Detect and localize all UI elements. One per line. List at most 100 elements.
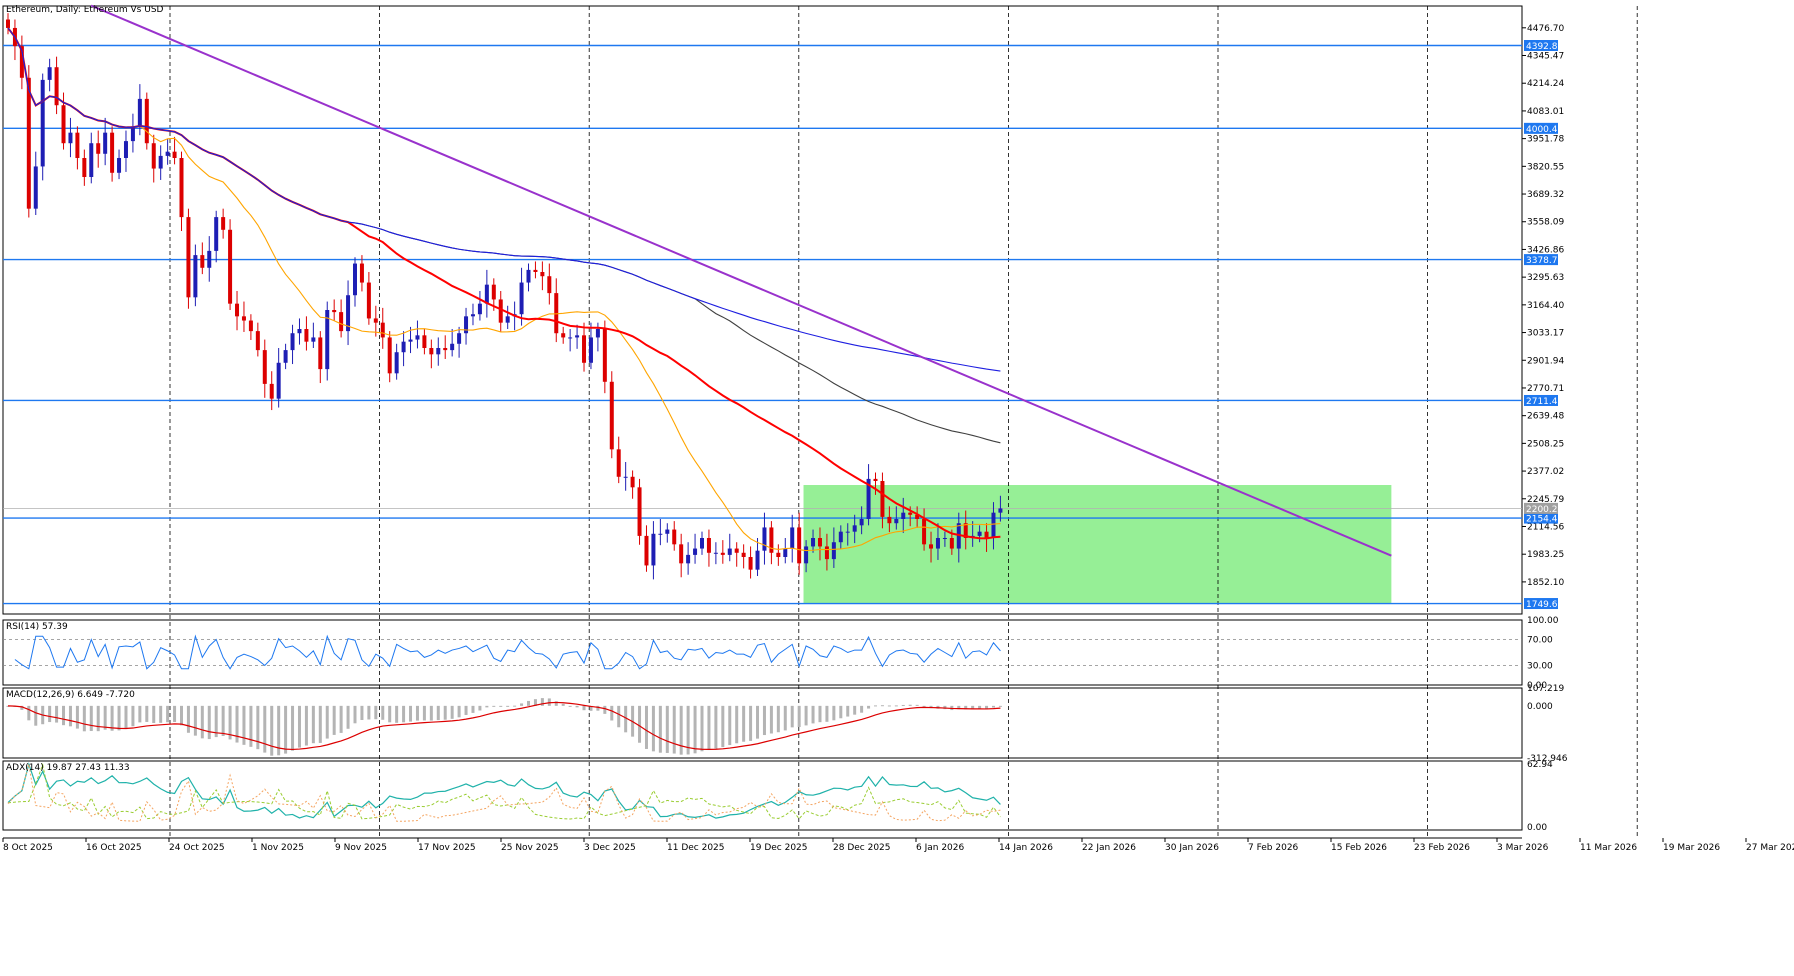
candle-body-137 bbox=[949, 538, 954, 549]
candle-body-97 bbox=[672, 529, 677, 545]
macd-bar-83 bbox=[575, 705, 579, 708]
candle-body-65 bbox=[450, 343, 455, 351]
macd-bar-127 bbox=[880, 705, 884, 707]
macd-bar-29 bbox=[200, 705, 204, 739]
candle-body-50 bbox=[346, 295, 351, 332]
macd-bar-28 bbox=[193, 705, 197, 736]
macd-bar-74 bbox=[513, 705, 517, 707]
candle-body-58 bbox=[401, 341, 406, 353]
candle-body-86 bbox=[595, 329, 600, 338]
macd-bar-62 bbox=[429, 705, 433, 721]
price-label-5: 3951.78 bbox=[1527, 135, 1564, 145]
macd-bar-27 bbox=[186, 705, 190, 733]
candle-body-130 bbox=[901, 512, 906, 519]
macd-bar-30 bbox=[207, 705, 211, 740]
macd-bar-117 bbox=[811, 705, 815, 724]
candle-body-19 bbox=[130, 126, 135, 142]
candle-body-95 bbox=[658, 533, 663, 535]
macd-bar-38 bbox=[263, 705, 267, 753]
candle-body-122 bbox=[845, 531, 850, 533]
candle-body-49 bbox=[339, 312, 344, 332]
candle-body-132 bbox=[915, 514, 920, 519]
candle-body-78 bbox=[540, 272, 545, 277]
candle-body-125 bbox=[866, 478, 871, 519]
rsi-tick-4: 0.00 bbox=[1527, 681, 1547, 691]
macd-tick-2: 0.000 bbox=[1527, 702, 1553, 712]
candle-body-123 bbox=[852, 525, 857, 532]
macd-bar-57 bbox=[395, 705, 399, 723]
macd-bar-93 bbox=[644, 705, 648, 749]
macd-bar-120 bbox=[832, 705, 836, 721]
candle-body-102 bbox=[706, 538, 711, 553]
macd-bar-48 bbox=[332, 705, 336, 735]
macd-bar-8 bbox=[55, 705, 59, 723]
macd-bar-76 bbox=[527, 700, 530, 706]
price-label-12: 3033.17 bbox=[1527, 329, 1564, 339]
macd-bar-124 bbox=[860, 705, 864, 713]
candle-body-80 bbox=[554, 293, 559, 334]
candle-body-73 bbox=[505, 316, 510, 323]
candle-body-46 bbox=[318, 337, 323, 370]
candle-body-5 bbox=[33, 166, 38, 209]
macd-bar-64 bbox=[443, 705, 447, 720]
price-label-18: 2245.79 bbox=[1527, 495, 1564, 505]
candle-body-79 bbox=[547, 276, 552, 294]
macd-bar-19 bbox=[131, 705, 135, 727]
candle-body-68 bbox=[470, 314, 475, 317]
price-label-17: 2377.02 bbox=[1527, 467, 1564, 477]
macd-bar-115 bbox=[797, 705, 801, 727]
macd-bar-18 bbox=[124, 705, 128, 729]
time-label-13: 14 Jan 2026 bbox=[999, 843, 1053, 853]
candle-body-63 bbox=[436, 348, 441, 355]
macd-bar-17 bbox=[117, 705, 121, 731]
candle-body-77 bbox=[533, 269, 538, 272]
candle-body-44 bbox=[304, 329, 309, 342]
macd-bar-129 bbox=[894, 705, 898, 707]
candle-body-93 bbox=[644, 535, 649, 566]
candle-body-142 bbox=[984, 531, 989, 538]
macd-bar-13 bbox=[89, 705, 93, 732]
rsi-line bbox=[14, 634, 1001, 670]
level-label-5: 2154.47 bbox=[1526, 515, 1563, 525]
time-label-8: 3 Dec 2025 bbox=[584, 843, 636, 853]
macd-bar-119 bbox=[825, 705, 829, 722]
macd-bar-144 bbox=[998, 705, 1002, 707]
candle-body-53 bbox=[366, 282, 371, 319]
moving-average-20 bbox=[7, 27, 1001, 552]
price-label-4: 4083.01 bbox=[1527, 107, 1564, 117]
candle-body-13 bbox=[89, 143, 94, 177]
time-label-2: 16 Oct 2025 bbox=[86, 843, 142, 853]
macd-label: MACD(12,26,9) 6.649 -7.720 bbox=[6, 690, 135, 700]
macd-bar-70 bbox=[485, 705, 489, 708]
candle-body-57 bbox=[394, 352, 399, 374]
macd-bar-24 bbox=[166, 705, 170, 723]
macd-bar-40 bbox=[277, 705, 281, 756]
candle-body-129 bbox=[894, 519, 899, 524]
candle-body-33 bbox=[228, 229, 233, 304]
macd-bar-123 bbox=[853, 705, 857, 715]
time-label-14: 22 Jan 2026 bbox=[1082, 843, 1136, 853]
macd-bar-125 bbox=[867, 705, 871, 709]
macd-bar-9 bbox=[62, 705, 66, 726]
macd-bar-103 bbox=[714, 705, 718, 749]
level-tag-5 bbox=[1524, 512, 1558, 524]
macd-bar-102 bbox=[707, 705, 711, 751]
candle-body-72 bbox=[498, 299, 503, 323]
macd-bar-71 bbox=[492, 705, 496, 707]
candle-body-76 bbox=[526, 269, 531, 283]
macd-bar-54 bbox=[374, 705, 378, 720]
macd-bar-97 bbox=[672, 705, 676, 754]
candle-body-47 bbox=[325, 310, 330, 370]
time-label-6: 17 Nov 2025 bbox=[418, 843, 476, 853]
macd-bar-126 bbox=[874, 705, 877, 707]
macd-bar-143 bbox=[991, 705, 995, 708]
macd-bar-110 bbox=[762, 705, 766, 736]
candle-body-89 bbox=[616, 449, 621, 477]
macd-bar-12 bbox=[82, 705, 86, 732]
current-price-label: 2200.25 bbox=[1526, 505, 1563, 515]
candle-body-135 bbox=[935, 538, 940, 549]
macd-bar-36 bbox=[249, 705, 253, 747]
macd-bar-55 bbox=[381, 705, 385, 720]
candle-body-41 bbox=[283, 350, 288, 363]
macd-bar-99 bbox=[686, 705, 690, 755]
